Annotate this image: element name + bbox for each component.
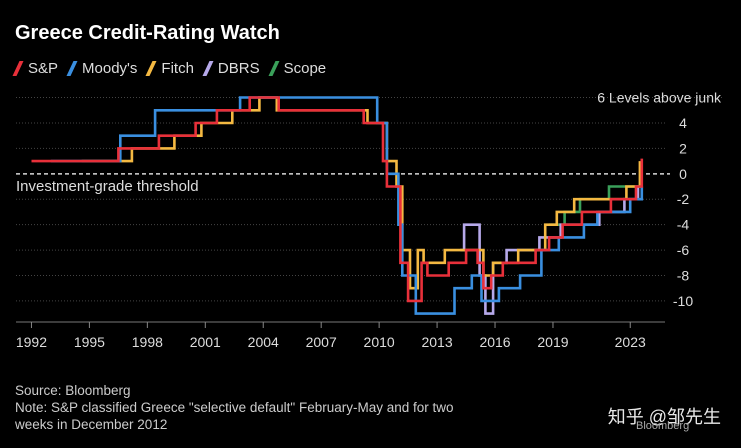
y-tick-label: -2 — [677, 191, 690, 207]
legend-item-dbrs: DBRS — [202, 60, 260, 77]
watermark: 知乎 @邹先生 — [607, 407, 721, 427]
note-text-line2: weeks in December 2012 — [15, 417, 168, 432]
x-tick-label: 2001 — [190, 334, 221, 350]
legend-label-scope: Scope — [283, 60, 327, 77]
legend-item-moodys: Moody's — [66, 60, 138, 77]
x-tick-label: 2010 — [364, 334, 395, 350]
legend-item-fitch: Fitch — [145, 60, 194, 77]
legend-item-scope: Scope — [268, 60, 327, 77]
top-level-label: 6 Levels above junk — [597, 90, 722, 106]
y-tick-label: 2 — [679, 140, 687, 156]
x-tick-label: 1992 — [16, 334, 47, 350]
y-tick-label: -4 — [677, 217, 690, 233]
y-tick-label: 0 — [679, 166, 687, 182]
legend-label-sp: S&P — [28, 60, 59, 77]
x-tick-label: 2007 — [306, 334, 337, 350]
y-tick-label: 4 — [679, 115, 687, 131]
x-tick-label: 1998 — [132, 334, 163, 350]
y-tick-label: -8 — [677, 268, 690, 284]
series-line-moodys — [50, 96, 644, 315]
legend-label-moodys: Moody's — [82, 60, 138, 77]
x-tick-label: 1995 — [74, 334, 105, 350]
legend: S&P Moody's Fitch DBRS Scope — [12, 60, 327, 77]
series-line-fitch — [81, 96, 642, 290]
footer: Source: Bloomberg Note: S&P classified G… — [15, 382, 454, 433]
x-tick-label: 2019 — [537, 334, 568, 350]
series-line-sp — [31, 96, 644, 303]
legend-label-dbrs: DBRS — [217, 60, 260, 77]
threshold-label: Investment-grade threshold — [16, 178, 199, 195]
chart-title: Greece Credit-Rating Watch — [15, 22, 280, 44]
series-line-scope — [549, 185, 642, 226]
legend-item-sp: S&P — [12, 60, 59, 77]
brand-logo: Bloomberg — [636, 420, 690, 432]
x-tick-label: 2023 — [615, 334, 646, 350]
x-tick-label: 2004 — [248, 334, 279, 350]
legend-label-fitch: Fitch — [161, 60, 194, 77]
x-tick-label: 2013 — [421, 334, 452, 350]
x-tick-label: 2016 — [479, 334, 510, 350]
source-text: Source: Bloomberg — [15, 383, 131, 398]
y-tick-label: -6 — [677, 242, 690, 258]
note-text-line1: Note: S&P classified Greece "selective d… — [15, 400, 454, 415]
y-tick-label: -10 — [673, 293, 693, 309]
